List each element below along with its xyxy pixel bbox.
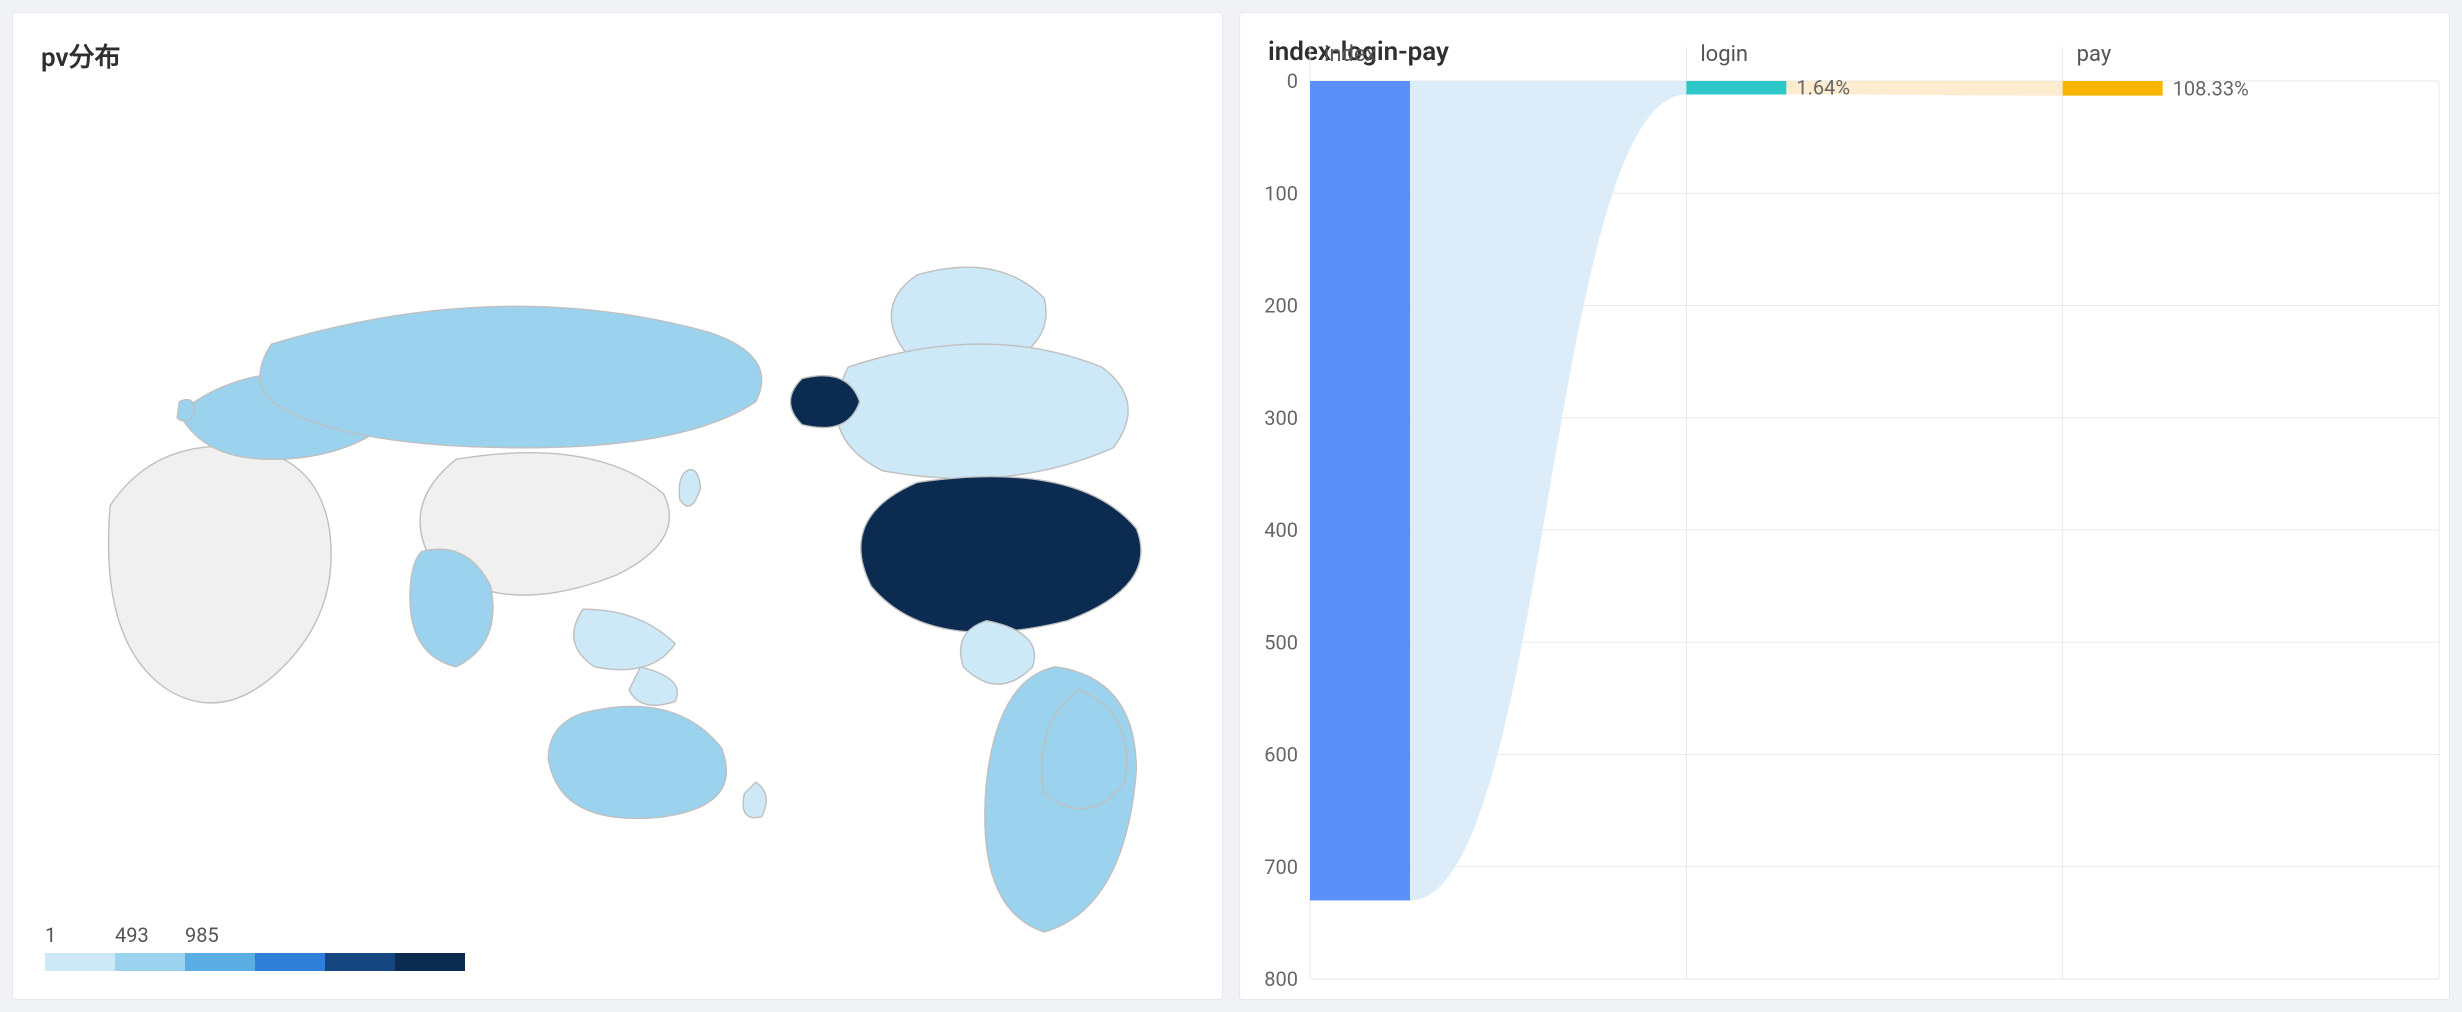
funnel-card: index-login-pay 010020030040050060070080…: [1239, 12, 2450, 1000]
y-tick-label: 700: [1264, 855, 1298, 879]
map-title: pv分布: [41, 37, 1194, 74]
y-tick-label: 300: [1264, 406, 1298, 430]
legend-swatch-3: [255, 953, 325, 971]
legend-label-1: 493: [115, 923, 185, 947]
y-tick-label: 500: [1264, 630, 1298, 654]
y-tick-label: 0: [1287, 69, 1298, 93]
legend-label-0: 1: [45, 923, 115, 947]
funnel-bar-index[interactable]: [1310, 81, 1410, 900]
funnel-pct-pay: 108.33%: [2173, 76, 2249, 100]
y-tick-label: 400: [1264, 518, 1298, 542]
legend-labels: 1 493 985: [45, 923, 465, 947]
stage-label-index: index: [1324, 42, 1377, 67]
funnel-bar-login[interactable]: [1686, 81, 1786, 94]
funnel-pct-login: 1.64%: [1796, 76, 1850, 100]
y-tick-label: 600: [1264, 743, 1298, 767]
y-tick-label: 100: [1264, 181, 1298, 205]
funnel-bar-pay[interactable]: [2063, 81, 2163, 96]
legend-label-2: 985: [185, 923, 255, 947]
y-tick-label: 800: [1264, 967, 1298, 991]
legend-swatch-1: [115, 953, 185, 971]
world-map-svg: [41, 82, 1194, 975]
legend-swatches: [45, 953, 465, 971]
map-chart-area[interactable]: 1 493 985: [41, 82, 1194, 975]
y-tick-label: 200: [1264, 294, 1298, 318]
map-card: pv分布 1 493 985: [12, 12, 1223, 1000]
legend-swatch-4: [325, 953, 395, 971]
legend-swatch-0: [45, 953, 115, 971]
legend-swatch-5: [395, 953, 465, 971]
stage-label-login: login: [1700, 42, 1748, 67]
map-legend: 1 493 985: [45, 923, 465, 971]
stage-label-pay: pay: [2077, 42, 2112, 67]
funnel-connector-0: [1410, 81, 1686, 900]
funnel-chart-area[interactable]: 0 100 200 300 400 500 600 700 800 index login pay 1.…: [1240, 21, 2449, 999]
dashboard-row: pv分布 1 493 985 index-login-pay 010020030…: [0, 0, 2462, 1012]
legend-swatch-2: [185, 953, 255, 971]
funnel-svg: 0 100 200 300 400 500 600 700 800 index login pay 1.…: [1240, 21, 2449, 999]
